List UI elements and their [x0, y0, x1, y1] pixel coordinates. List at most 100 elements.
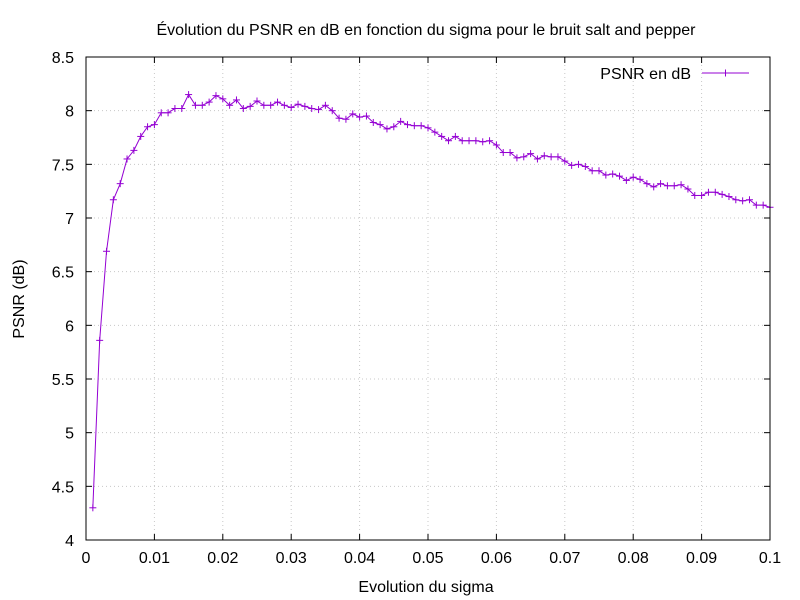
- data-point-marker: [472, 137, 480, 145]
- data-point-marker: [390, 123, 398, 131]
- data-point-marker: [581, 162, 589, 170]
- data-point-marker: [622, 176, 630, 184]
- data-point-marker: [636, 175, 644, 183]
- data-point-marker: [315, 106, 323, 114]
- x-tick-label: 0.05: [412, 550, 443, 567]
- data-point-marker: [704, 188, 712, 196]
- data-point-marker: [116, 180, 124, 188]
- y-tick-label: 4: [65, 533, 74, 550]
- x-tick-label: 0.03: [276, 550, 307, 567]
- x-tick-label: 0.02: [207, 550, 238, 567]
- x-tick-label: 0.08: [618, 550, 649, 567]
- y-tick-label: 8: [65, 104, 74, 121]
- x-tick-label: 0.09: [686, 550, 717, 567]
- data-point-marker: [424, 124, 432, 132]
- data-point-marker: [445, 137, 453, 145]
- grid-lines: [86, 57, 770, 540]
- data-point-marker: [540, 152, 548, 160]
- data-point-marker: [205, 98, 213, 106]
- axis-ticks: [85, 56, 771, 541]
- y-tick-label: 7.5: [52, 157, 74, 174]
- data-point-marker: [670, 182, 678, 190]
- data-point-marker: [362, 112, 370, 120]
- data-point-marker: [492, 141, 500, 149]
- data-point-marker: [267, 101, 275, 109]
- data-point-marker: [595, 167, 603, 175]
- data-point-marker: [109, 196, 117, 204]
- data-point-marker: [191, 101, 199, 109]
- data-point-marker: [609, 170, 617, 178]
- y-tick-label: 6.5: [52, 265, 74, 282]
- data-point-marker: [486, 137, 494, 145]
- y-tick-label: 6: [65, 318, 74, 335]
- data-point-marker: [232, 96, 240, 104]
- data-point-marker: [506, 149, 514, 157]
- data-point-marker: [677, 181, 685, 189]
- x-tick-label: 0.04: [344, 550, 375, 567]
- data-point-marker: [369, 118, 377, 126]
- data-point-marker: [123, 155, 131, 163]
- data-point-marker: [513, 154, 521, 162]
- data-point-marker: [691, 191, 699, 199]
- data-point-marker: [274, 98, 282, 106]
- data-point-marker: [171, 105, 179, 113]
- data-point-marker: [465, 137, 473, 145]
- data-point-marker: [732, 196, 740, 204]
- data-point-marker: [759, 201, 767, 209]
- data-point-marker: [356, 113, 364, 121]
- y-tick-labels: 4 4.5 5 5.5 6 6.5 7 7.5 8 8.5: [52, 50, 74, 550]
- series-layer: [89, 91, 774, 512]
- y-axis-title: PSNR (dB): [11, 259, 28, 338]
- data-point-marker: [711, 188, 719, 196]
- data-point-marker: [403, 121, 411, 129]
- data-point-marker: [602, 171, 610, 179]
- data-point-marker: [574, 160, 582, 168]
- data-point-marker: [657, 180, 665, 188]
- data-point-marker: [246, 102, 254, 110]
- data-point-marker: [629, 173, 637, 181]
- data-point-marker: [698, 191, 706, 199]
- legend-marker-plus: [722, 69, 729, 77]
- data-point-marker: [287, 103, 295, 111]
- x-tick-label: 0.07: [549, 550, 580, 567]
- data-point-marker: [417, 122, 425, 130]
- data-point-marker: [745, 196, 753, 204]
- data-point-marker: [260, 101, 268, 109]
- data-point-marker: [458, 137, 466, 145]
- data-point-marker: [663, 182, 671, 190]
- data-point-marker: [301, 102, 309, 110]
- data-point-marker: [96, 336, 104, 344]
- x-tick-labels: 0 0.01 0.02 0.03 0.04 0.05 0.06 0.07 0.08 0.09 0.1: [82, 550, 782, 567]
- data-point-marker: [451, 132, 459, 140]
- data-point-marker: [533, 155, 541, 163]
- data-point-marker: [308, 105, 316, 113]
- data-point-marker: [376, 121, 384, 129]
- data-point-marker: [198, 101, 206, 109]
- data-point-marker: [164, 109, 172, 117]
- data-point-marker: [383, 125, 391, 133]
- data-point-marker: [144, 123, 152, 131]
- data-point-marker: [568, 161, 576, 169]
- data-point-marker: [725, 193, 733, 201]
- x-tick-label: 0: [82, 550, 91, 567]
- data-point-marker: [157, 109, 165, 117]
- y-tick-label: 5: [65, 426, 74, 443]
- data-point-marker: [431, 128, 439, 136]
- data-point-marker: [547, 153, 555, 161]
- data-point-marker: [226, 101, 234, 109]
- data-point-marker: [616, 172, 624, 180]
- data-point-marker: [103, 247, 111, 255]
- data-point-marker: [752, 201, 760, 209]
- data-point-marker: [643, 180, 651, 188]
- data-point-marker: [335, 114, 343, 122]
- data-point-marker: [520, 153, 528, 161]
- data-point-marker: [137, 132, 145, 140]
- data-point-marker: [253, 97, 261, 105]
- chart-title: Évolution du PSNR en dB en fonction du s…: [157, 20, 697, 39]
- data-point-marker: [650, 183, 658, 191]
- data-point-marker: [349, 110, 357, 118]
- data-point-marker: [438, 132, 446, 140]
- y-tick-label: 4.5: [52, 479, 74, 496]
